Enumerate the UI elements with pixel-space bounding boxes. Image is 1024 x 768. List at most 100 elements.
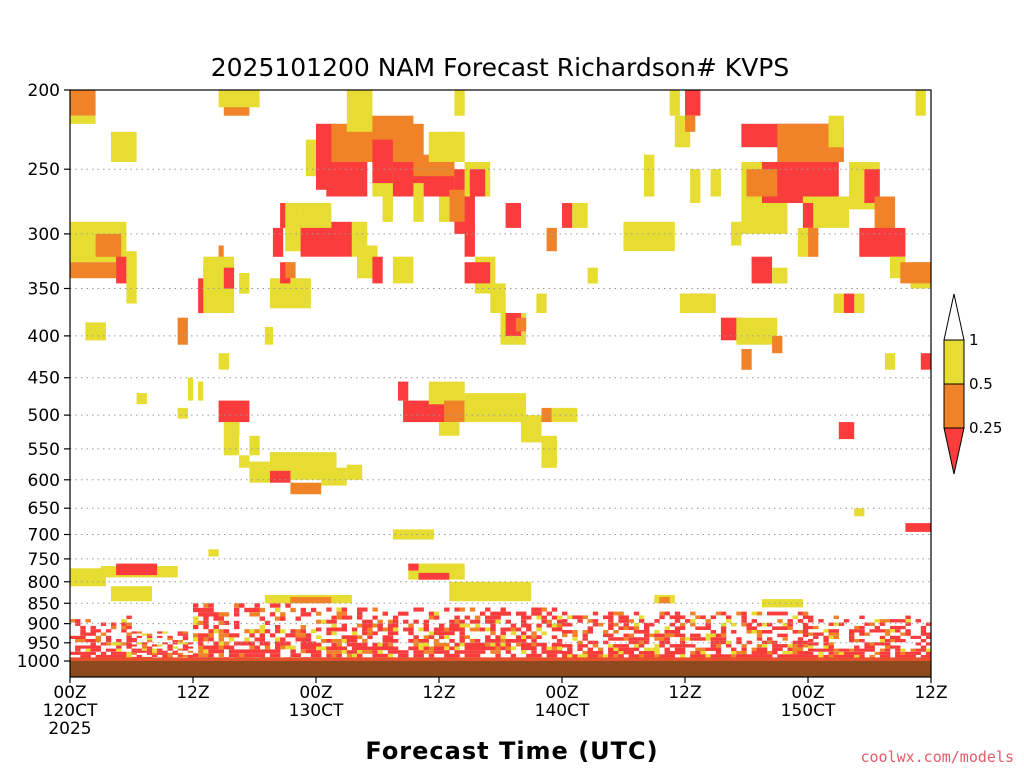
boundary-layer-cell [485,635,491,640]
boundary-layer-cell [510,631,517,636]
boundary-layer-cell [910,654,916,658]
boundary-layer-cell [843,648,850,652]
ri-region-cell [218,353,229,370]
boundary-layer-cell [208,612,214,617]
credit-text[interactable]: coolwx.com/models [860,748,1014,766]
boundary-layer-cell [741,615,747,620]
boundary-layer-cell [157,635,163,638]
boundary-layer-cell [874,625,880,630]
boundary-layer-cell [213,641,219,646]
boundary-layer-cell [413,650,419,654]
boundary-layer-cell [700,651,706,655]
y-tick-label: 350 [28,280,60,300]
boundary-layer-cell [372,642,378,647]
boundary-layer-cell [741,622,747,627]
boundary-layer-cell [884,632,891,636]
boundary-layer-cell [172,646,178,649]
boundary-layer-cell [664,630,670,634]
boundary-layer-cell [531,646,537,651]
boundary-layer-cell [915,642,921,646]
ri-region-cell [449,131,460,162]
boundary-layer-cell [925,622,932,626]
boundary-layer-cell [592,611,599,616]
boundary-layer-cell [485,627,491,632]
boundary-layer-cell [608,611,614,616]
boundary-layer-cell [244,637,250,642]
boundary-layer-cell [116,642,122,646]
boundary-layer-cell [849,635,855,639]
boundary-layer-cell [833,635,839,639]
boundary-layer-cell [239,603,245,608]
boundary-layer-cell [341,646,347,651]
boundary-layer-cell [849,648,855,652]
boundary-layer-cell [920,654,927,658]
boundary-layer-cell [797,654,804,658]
boundary-layer-cell [895,635,901,639]
boundary-layer-cell [884,645,891,649]
boundary-layer-cell [244,653,250,658]
boundary-layer-cell [854,625,860,630]
boundary-layer-cell [444,627,450,632]
boundary-layer-cell [726,654,732,658]
boundary-layer-cell [895,651,901,655]
boundary-layer-cell [341,611,347,616]
boundary-layer-cell [234,620,240,625]
boundary-layer-cell [111,651,117,655]
boundary-layer-cell [546,619,552,624]
boundary-layer-cell [382,635,388,640]
boundary-layer-cell [797,611,804,616]
boundary-layer-cell [275,653,281,658]
boundary-layer-cell [403,619,409,624]
boundary-layer-cell [695,633,701,638]
boundary-layer-cell [326,631,332,636]
boundary-layer-cell [674,626,681,630]
boundary-layer-cell [305,637,312,642]
boundary-layer-cell [193,653,199,658]
boundary-layer-cell [177,652,183,655]
boundary-layer-cell [444,607,450,612]
boundary-layer-cell [141,646,148,649]
boundary-layer-cell [751,626,757,630]
boundary-layer-cell [331,639,337,643]
boundary-layer-cell [818,619,824,623]
boundary-layer-cell [895,645,901,649]
boundary-layer-cell [341,615,347,620]
boundary-layer-cell [111,642,117,646]
boundary-layer-cell [90,645,96,649]
boundary-layer-cell [85,651,91,655]
boundary-layer-cell [382,611,388,616]
boundary-layer-cell [736,640,742,645]
boundary-layer-cell [741,619,747,623]
boundary-layer-cell [346,639,353,643]
boundary-layer-cell [495,653,501,658]
ri-region-cell [418,572,450,580]
boundary-layer-cell [864,622,870,626]
boundary-layer-cell [556,615,563,620]
boundary-layer-cell [444,653,450,658]
boundary-layer-cell [403,653,409,658]
boundary-layer-cell [802,654,809,658]
boundary-layer-cell [346,615,353,620]
boundary-layer-cell [408,646,414,651]
boundary-layer-cell [767,637,773,641]
boundary-layer-cell [310,645,317,650]
boundary-layer-cell [146,638,153,641]
boundary-layer-cell [756,651,763,655]
boundary-layer-cell [654,644,660,648]
ri-region-cell [905,523,931,532]
ri-region-cell [562,203,573,228]
boundary-layer-cell [849,651,855,655]
boundary-layer-cell [321,619,327,624]
boundary-layer-cell [428,646,435,651]
boundary-layer-cell [234,633,240,638]
boundary-layer-cell [674,611,681,616]
boundary-layer-cell [70,619,76,623]
ri-region-cell [382,196,393,222]
boundary-layer-cell [920,639,927,643]
boundary-layer-cell [592,654,599,658]
boundary-layer-cell [95,629,101,633]
boundary-layer-cell [608,622,614,627]
boundary-layer-cell [146,652,153,655]
boundary-layer-cell [787,622,793,627]
boundary-layer-cell [249,629,255,634]
